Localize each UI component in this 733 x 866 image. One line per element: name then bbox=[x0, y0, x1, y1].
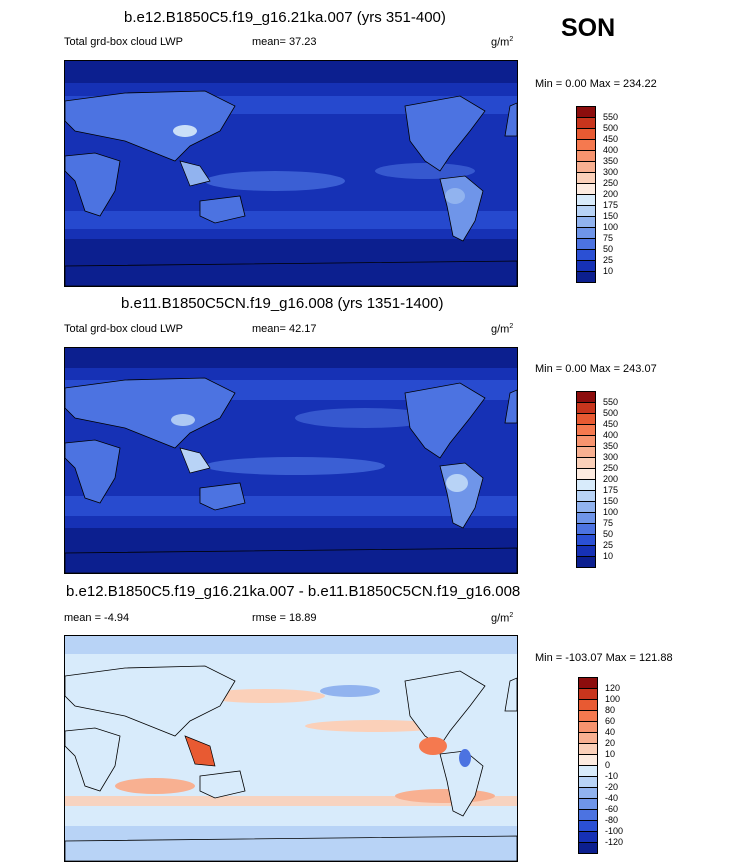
colorbar-level-label: 25 bbox=[603, 255, 614, 265]
colorbar-level-label: -20 bbox=[605, 782, 619, 792]
colorbar-level-label: 25 bbox=[603, 540, 614, 550]
panel-3-colorbar: 120 100 80 60 40 20 10 0 -10 -20 -40 -60 -80 -100 -120 bbox=[578, 677, 638, 854]
colorbar-level-label: 550 bbox=[603, 112, 619, 122]
colorbar-level-label: -60 bbox=[605, 804, 619, 814]
colorbar-level-label: 450 bbox=[603, 419, 619, 429]
panel-2-title: b.e11.B1850C5CN.f19_g16.008 (yrs 1351-14… bbox=[121, 295, 444, 312]
colorbar-level-label: 75 bbox=[603, 518, 614, 528]
colorbar-level-label: 400 bbox=[603, 430, 619, 440]
colorbar-level-label: 250 bbox=[603, 463, 619, 473]
colorbar-level-label: -10 bbox=[605, 771, 619, 781]
colorbar-level-label: 400 bbox=[603, 145, 619, 155]
panel-2-units: g/m2 bbox=[491, 323, 514, 336]
panel-2-map bbox=[64, 347, 518, 574]
colorbar-level-label: -40 bbox=[605, 793, 619, 803]
colorbar-level-label: 450 bbox=[603, 134, 619, 144]
panel-3-rmse: rmse = 18.89 bbox=[252, 612, 317, 624]
colorbar-level-label: 80 bbox=[605, 705, 616, 715]
panel-3-title: b.e12.B1850C5.f19_g16.21ka.007 - b.e11.B… bbox=[66, 583, 521, 600]
panel-2-colorbar: 550 500 450 400 350 300 250 200 175 150 100 75 50 25 1… bbox=[576, 391, 636, 568]
colorbar-swatch bbox=[576, 271, 596, 283]
colorbar-level-label: 50 bbox=[603, 244, 614, 254]
panel-1-minmax: Min = 0.00 Max = 234.22 bbox=[535, 78, 657, 90]
panel-2-variable-label: Total grd-box cloud LWP bbox=[64, 323, 184, 335]
colorbar-level-label: 150 bbox=[603, 496, 619, 506]
colorbar-level-label: 50 bbox=[603, 529, 614, 539]
colorbar-level-label: 60 bbox=[605, 716, 616, 726]
panel-1-colorbar: 550 500 450 400 350 300 250 200 175 150 100 75 50 25 1… bbox=[576, 106, 636, 283]
colorbar-swatch bbox=[578, 842, 598, 854]
colorbar-swatch bbox=[576, 556, 596, 568]
colorbar-level-label: 500 bbox=[603, 408, 619, 418]
colorbar-level-label: 75 bbox=[603, 233, 614, 243]
colorbar-level-label: 350 bbox=[603, 156, 619, 166]
colorbar-level-label: -100 bbox=[605, 826, 624, 836]
colorbar-level-label: 350 bbox=[603, 441, 619, 451]
panel-1-variable-label: Total grd-box cloud LWP bbox=[64, 36, 184, 48]
colorbar-level-label: 40 bbox=[605, 727, 616, 737]
colorbar-level-label: 100 bbox=[605, 694, 621, 704]
colorbar-level-label: 20 bbox=[605, 738, 616, 748]
colorbar-level-label: 100 bbox=[603, 222, 619, 232]
colorbar-level-label: 500 bbox=[603, 123, 619, 133]
panel-3-mean: mean = -4.94 bbox=[64, 612, 130, 624]
colorbar-level-label: -120 bbox=[605, 837, 624, 847]
panel-1-mean: mean= 37.23 bbox=[252, 36, 317, 48]
panel-2-minmax: Min = 0.00 Max = 243.07 bbox=[535, 363, 657, 375]
panel-1-units: g/m2 bbox=[491, 36, 514, 49]
panel-2-mean: mean= 42.17 bbox=[252, 323, 317, 335]
colorbar-level-label: 300 bbox=[603, 452, 619, 462]
colorbar-level-label: 10 bbox=[605, 749, 616, 759]
colorbar-level-label: 200 bbox=[603, 189, 619, 199]
colorbar-level-label: 300 bbox=[603, 167, 619, 177]
season-label: SON bbox=[561, 14, 616, 42]
colorbar-level-label: 175 bbox=[603, 485, 619, 495]
panel-1-map bbox=[64, 60, 518, 287]
colorbar-level-label: 120 bbox=[605, 683, 621, 693]
colorbar-level-label: 100 bbox=[603, 507, 619, 517]
colorbar-level-label: 550 bbox=[603, 397, 619, 407]
colorbar-level-label: 10 bbox=[603, 551, 614, 561]
panel-3-minmax: Min = -103.07 Max = 121.88 bbox=[535, 652, 673, 664]
colorbar-level-label: 250 bbox=[603, 178, 619, 188]
colorbar-level-label: 0 bbox=[605, 760, 611, 770]
colorbar-level-label: 10 bbox=[603, 266, 614, 276]
colorbar-level-label: 150 bbox=[603, 211, 619, 221]
colorbar-level-label: -80 bbox=[605, 815, 619, 825]
panel-1-title: b.e12.B1850C5.f19_g16.21ka.007 (yrs 351-… bbox=[124, 9, 446, 26]
colorbar-level-label: 175 bbox=[603, 200, 619, 210]
colorbar-level-label: 200 bbox=[603, 474, 619, 484]
panel-3-map bbox=[64, 635, 518, 862]
panel-3-units: g/m2 bbox=[491, 612, 514, 625]
